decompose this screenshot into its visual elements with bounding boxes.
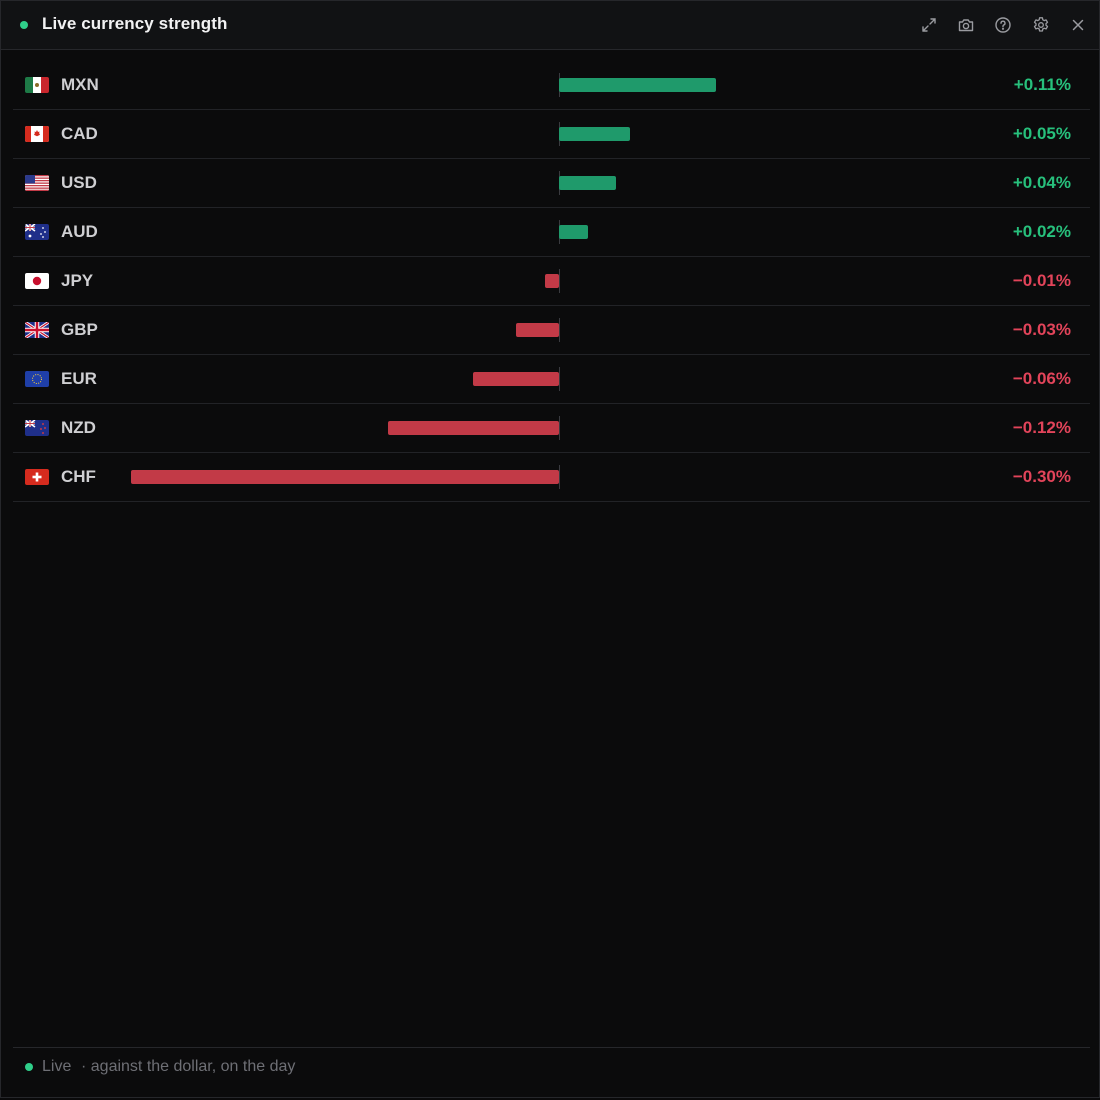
zero-axis-line [559,367,560,391]
strength-bar [559,176,617,190]
change-percent: +0.04% [1012,173,1071,192]
help-icon[interactable] [993,15,1013,35]
live-status-label: Live [42,1058,72,1075]
currency-code: USD [61,173,97,192]
currency-code: EUR [61,369,97,388]
gear-icon[interactable] [1031,15,1051,35]
strength-bar [559,225,588,239]
us-flag-icon [25,175,49,191]
currency-code: CAD [61,124,98,143]
currency-row-usd[interactable]: USD +0.04% [13,159,1090,208]
currency-code: GBP [61,320,98,339]
strength-bar [473,372,559,386]
currency-row-chf[interactable]: CHF −0.30% [13,453,1090,502]
live-status-dot [25,1063,33,1071]
strength-bar [544,274,559,288]
currency-row-mxn[interactable]: MXN +0.11% [13,61,1090,110]
jp-flag-icon [25,273,49,289]
currency-row-gbp[interactable]: GBP −0.03% [13,306,1090,355]
currency-code: CHF [61,467,96,486]
au-flag-icon [25,224,49,240]
currency-code: JPY [61,271,94,290]
strength-bar [559,127,631,141]
eu-flag-icon [25,371,49,387]
ch-flag-icon [25,469,49,485]
strength-bar [516,323,559,337]
change-percent: +0.05% [1012,124,1071,143]
strength-bar [131,470,559,484]
nz-flag-icon [25,420,49,436]
change-percent: −0.01% [1012,271,1071,290]
change-percent: −0.06% [1012,369,1071,388]
currency-code: AUD [61,222,98,241]
currency-row-cad[interactable]: CAD +0.05% [13,110,1090,159]
zero-axis-line [559,318,560,342]
live-indicator-dot [20,21,28,29]
strength-bar [559,78,716,92]
status-footer: Live · against the dollar, on the day [13,1047,1090,1088]
currency-row-aud[interactable]: AUD +0.02% [13,208,1090,257]
currency-row-jpy[interactable]: JPY −0.01% [13,257,1090,306]
gb-flag-icon [25,322,49,338]
footer-note: · against the dollar, on the day [81,1058,296,1075]
change-percent: −0.03% [1012,320,1071,339]
mx-flag-icon [25,77,49,93]
change-percent: +0.11% [1013,75,1071,94]
window-header: Live currency strength [1,1,1099,50]
camera-icon[interactable] [956,15,976,35]
currency-code: MXN [61,75,99,94]
window-title: Live currency strength [42,14,228,33]
close-icon[interactable] [1068,15,1088,35]
zero-axis-line [559,269,560,293]
currency-list: MXN +0.11% CAD +0.05% USD +0.04% AUD +0.02% JPY −… [13,61,1090,502]
currency-row-nzd[interactable]: NZD −0.12% [13,404,1090,453]
change-percent: −0.30% [1012,467,1071,486]
ca-flag-icon [25,126,49,142]
zero-axis-line [559,416,560,440]
change-percent: +0.02% [1012,222,1071,241]
zero-axis-line [559,465,560,489]
currency-row-eur[interactable]: EUR −0.06% [13,355,1090,404]
currency-code: NZD [61,418,96,437]
expand-icon[interactable] [919,15,939,35]
change-percent: −0.12% [1012,418,1071,437]
strength-bar [387,421,559,435]
